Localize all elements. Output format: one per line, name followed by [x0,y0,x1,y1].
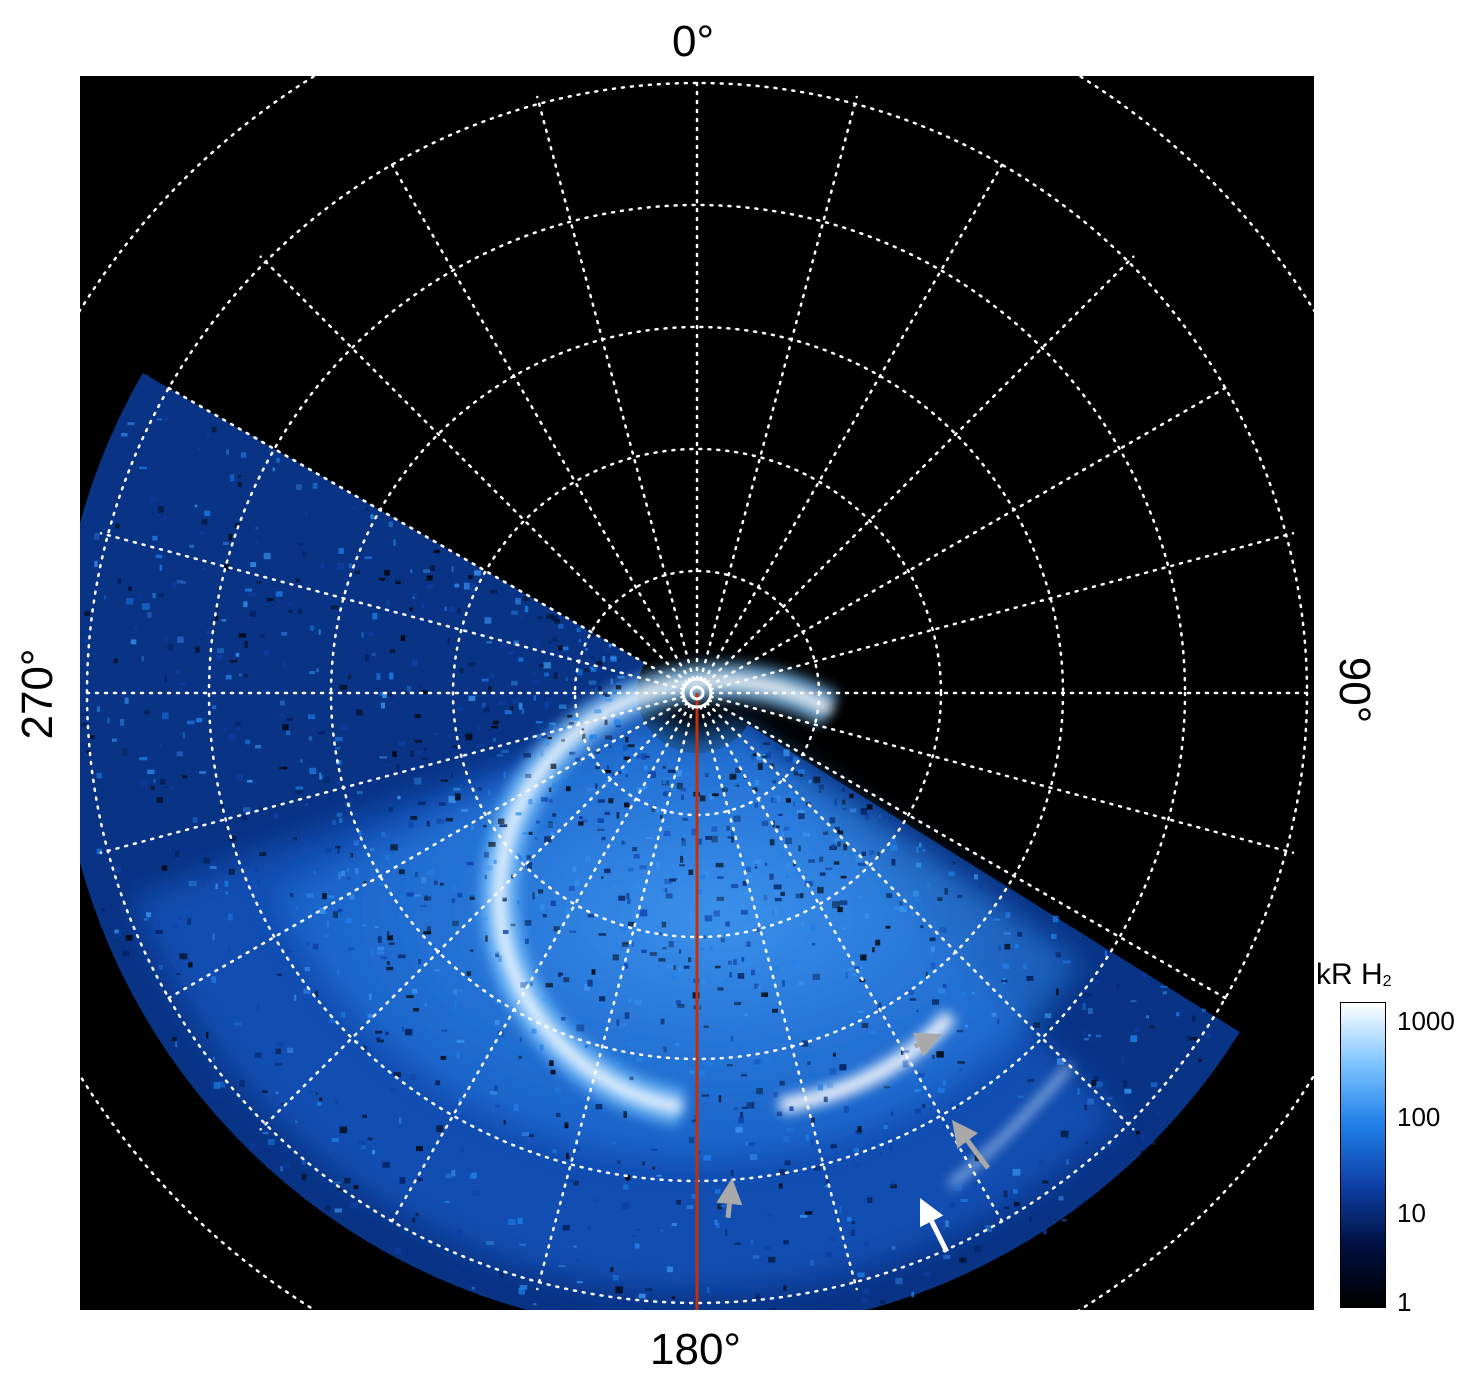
colorbar-tick-1000: 1000 [1397,1006,1455,1036]
pole-marker [681,677,713,709]
polar-auroral-image [80,76,1314,1310]
gray-arrow-1 [912,1032,942,1057]
white-arrow [920,1198,950,1253]
angle-label-0: 0° [672,17,715,66]
gray-arrow-2 [952,1120,990,1170]
polar-grid [80,76,1314,1310]
angle-label-270: 270° [13,648,62,740]
angle-label-180: 180° [650,1325,742,1374]
colorbar-tick-10: 10 [1397,1198,1426,1228]
emission-noise-layer [80,374,1212,1310]
gray-arrow-3 [716,1178,743,1219]
auroral-emission-layer [80,373,1240,1310]
colorbar-tick-100: 100 [1397,1102,1441,1132]
colorbar [1340,1002,1386,1308]
feature-arrows [716,1032,990,1253]
colorbar-title: kR H2 [1316,958,1392,991]
angle-label-90: 90° [1330,656,1379,724]
colorbar-tick-1: 1 [1397,1287,1412,1317]
